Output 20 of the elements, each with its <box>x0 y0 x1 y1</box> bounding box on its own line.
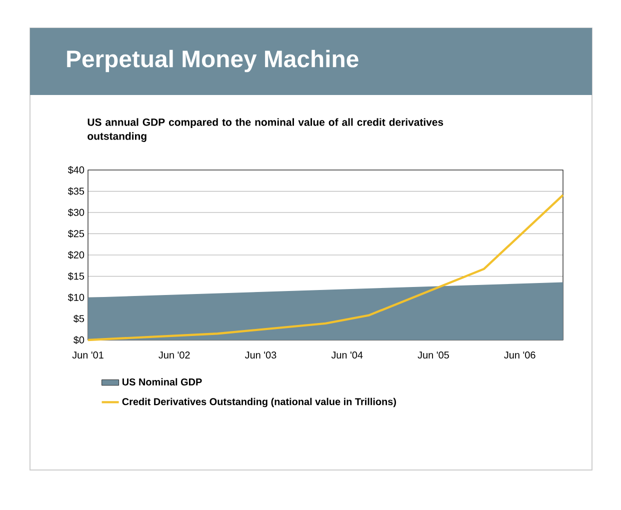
x-tick-label: Jun '06 <box>504 351 536 359</box>
x-tick-label: Jun '04 <box>331 351 363 359</box>
y-tick-label: $15 <box>68 272 84 280</box>
y-tick-label: $0 <box>74 336 84 344</box>
y-tick-label: $40 <box>68 166 84 174</box>
x-tick-label: Jun '02 <box>158 351 190 359</box>
y-tick-label: $5 <box>74 314 84 323</box>
line-series <box>86 194 564 342</box>
y-tick-label: $35 <box>68 187 84 196</box>
y-tick-label: $30 <box>68 208 84 217</box>
x-tick-label: Jun '03 <box>244 351 276 359</box>
y-tick-label: $10 <box>68 293 84 302</box>
legend-label: Credit Derivatives Outstanding (national value in Trillions) <box>122 398 396 408</box>
chart-subtitle: US annual GDP compared to the nominal value of all credit derivatives outstanding <box>88 118 444 142</box>
x-tick-label: Jun '01 <box>72 351 104 359</box>
y-tick-label: $20 <box>68 250 84 260</box>
legend-label: US Nominal GDP <box>122 378 202 386</box>
x-tick-label: Jun '05 <box>418 351 449 359</box>
y-tick-label: $25 <box>68 230 84 238</box>
chart-title: Perpetual Money Machine <box>67 50 358 72</box>
